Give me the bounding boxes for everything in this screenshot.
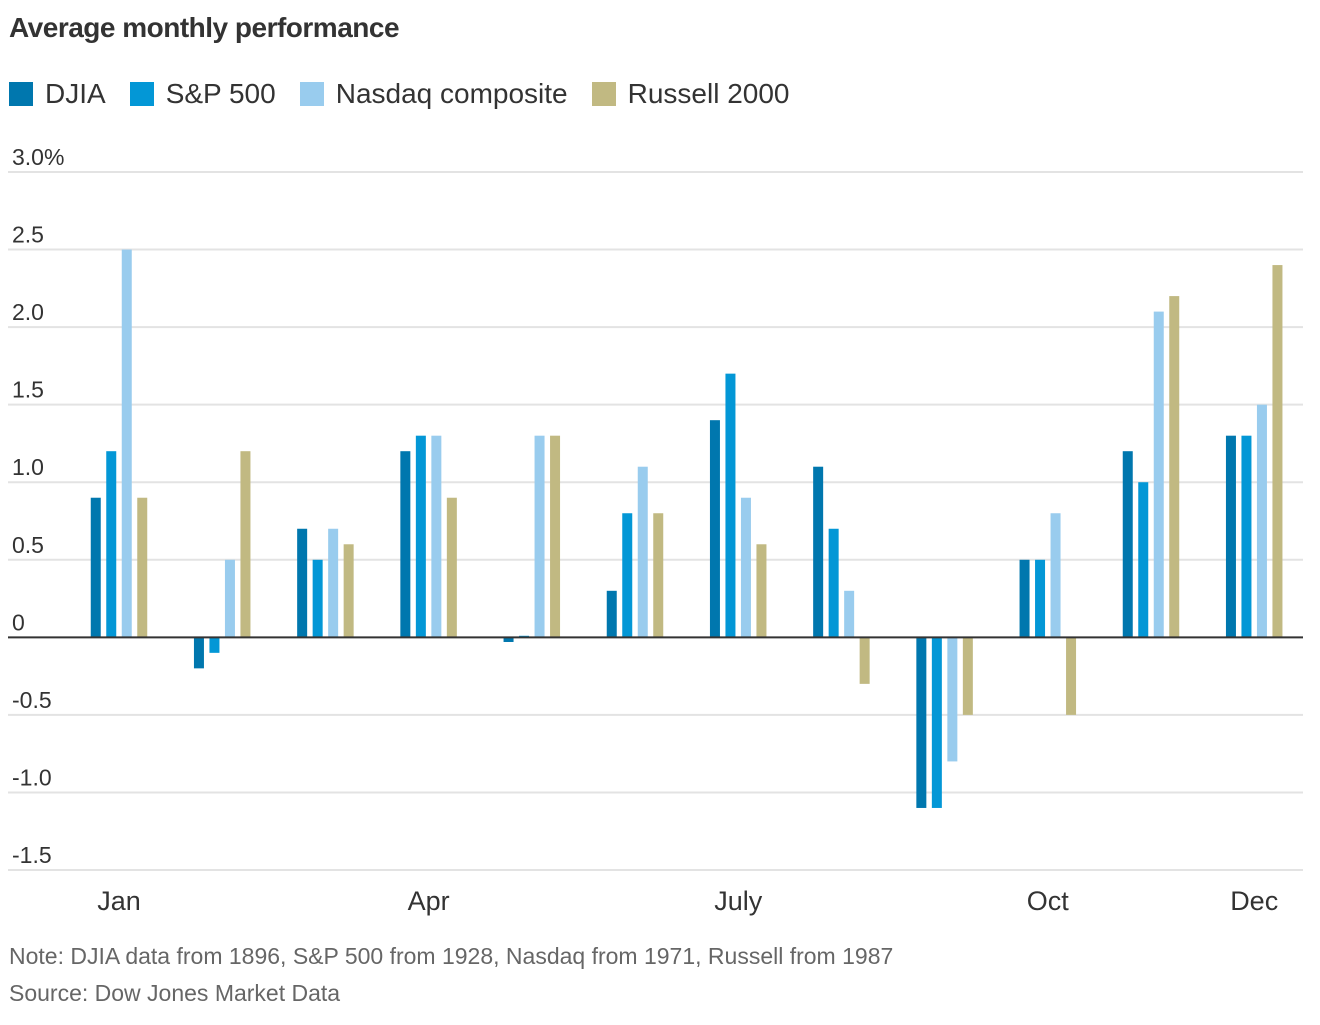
chart-note: Note: DJIA data from 1896, S&P 500 from … bbox=[9, 943, 894, 969]
bar-nasdaq-composite-apr bbox=[431, 435, 442, 638]
bar-russell-2000-aug bbox=[859, 637, 870, 684]
bar-russell-2000-dec bbox=[1272, 265, 1283, 638]
y-tick-label: 2.5 bbox=[12, 222, 44, 248]
y-tick-label: 1.0 bbox=[12, 454, 44, 480]
bar-djia-may bbox=[503, 637, 514, 642]
bar-djia-sep bbox=[916, 637, 927, 808]
bar-djia-oct bbox=[1019, 559, 1030, 638]
bar-nasdaq-composite-aug bbox=[844, 590, 855, 638]
y-tick-label: 3.0% bbox=[12, 144, 64, 170]
y-axis-labels: 3.0% 2.5 2.0 1.5 1.0 0.5 0 -0.5 -1.0 -1.5 bbox=[12, 144, 64, 868]
y-tick-label: 0.5 bbox=[12, 532, 44, 558]
legend-item-nasdaq: Nasdaq composite bbox=[299, 78, 568, 110]
bar-s-p-500-jun bbox=[622, 513, 633, 638]
bar-s-p-500-jan bbox=[106, 451, 117, 638]
bar-nasdaq-composite-nov bbox=[1153, 311, 1164, 638]
bar-russell-2000-jun bbox=[653, 513, 664, 638]
legend-swatch-sp500 bbox=[129, 82, 154, 106]
bar-s-p-500-sep bbox=[931, 637, 942, 808]
bar-russell-2000-oct bbox=[1066, 637, 1077, 715]
bar-nasdaq-composite-may bbox=[534, 435, 545, 638]
y-tick-label: -1.5 bbox=[12, 842, 52, 868]
bar-nasdaq-composite-jan bbox=[121, 249, 132, 638]
bar-djia-nov bbox=[1122, 451, 1133, 638]
bar-djia-feb bbox=[193, 637, 204, 669]
y-tick-label: -0.5 bbox=[12, 687, 52, 713]
y-tick-label: 0 bbox=[12, 609, 25, 635]
legend-label-djia: DJIA bbox=[45, 78, 106, 109]
bar-russell-2000-may bbox=[550, 435, 561, 638]
x-axis-labels: Jan Apr July Oct Dec bbox=[97, 886, 1278, 916]
y-tick-label: 1.5 bbox=[12, 377, 44, 403]
legend-label-nasdaq: Nasdaq composite bbox=[335, 78, 568, 109]
bar-nasdaq-composite-feb bbox=[224, 559, 235, 638]
bar-djia-apr bbox=[400, 451, 411, 638]
bar-s-p-500-apr bbox=[415, 435, 426, 638]
legend-swatch-djia bbox=[9, 82, 33, 106]
legend-label-russell: Russell 2000 bbox=[627, 78, 790, 109]
bar-nasdaq-composite-mar bbox=[328, 528, 339, 638]
bar-s-p-500-mar bbox=[312, 559, 323, 638]
bar-russell-2000-feb bbox=[240, 451, 251, 638]
bar-nasdaq-composite-jun bbox=[637, 466, 648, 638]
bar-nasdaq-composite-oct bbox=[1050, 513, 1061, 638]
bar-s-p-500-feb bbox=[209, 637, 220, 653]
chart-source: Source: Dow Jones Market Data bbox=[9, 980, 341, 1006]
legend-item-sp500: S&P 500 bbox=[129, 78, 276, 110]
bar-djia-jun bbox=[606, 590, 617, 638]
bar-djia-mar bbox=[297, 528, 308, 638]
bar-russell-2000-mar bbox=[343, 544, 354, 638]
bar-russell-2000-sep bbox=[962, 637, 973, 715]
bar-djia-dec bbox=[1225, 435, 1236, 638]
bar-russell-2000-jul bbox=[756, 544, 767, 638]
bar-russell-2000-nov bbox=[1169, 296, 1180, 638]
bars bbox=[90, 249, 1283, 808]
x-tick-label: Oct bbox=[1027, 886, 1070, 916]
bar-nasdaq-composite-sep bbox=[947, 637, 958, 762]
chart-title: Average monthly performance bbox=[9, 12, 400, 43]
x-tick-label: Dec bbox=[1230, 886, 1278, 916]
legend-item-russell: Russell 2000 bbox=[591, 78, 790, 110]
y-tick-label: -1.0 bbox=[12, 764, 52, 790]
x-tick-label: Jan bbox=[97, 886, 141, 916]
bar-s-p-500-nov bbox=[1138, 482, 1149, 638]
bar-nasdaq-composite-dec bbox=[1256, 404, 1267, 638]
bar-s-p-500-aug bbox=[828, 528, 839, 638]
x-tick-label: Apr bbox=[408, 886, 450, 916]
x-tick-label: July bbox=[714, 886, 763, 916]
bar-s-p-500-jul bbox=[725, 373, 736, 638]
bar-djia-jan bbox=[90, 497, 101, 638]
legend-item-djia: DJIA bbox=[9, 78, 106, 110]
bar-russell-2000-jan bbox=[137, 497, 148, 638]
bar-nasdaq-composite-jul bbox=[740, 497, 751, 638]
legend-swatch-russell bbox=[591, 82, 616, 106]
bar-djia-jul bbox=[709, 420, 720, 638]
bar-s-p-500-dec bbox=[1241, 435, 1252, 638]
legend-swatch-nasdaq bbox=[299, 82, 324, 106]
bar-djia-aug bbox=[813, 466, 824, 638]
bar-russell-2000-apr bbox=[446, 497, 457, 638]
bar-s-p-500-oct bbox=[1035, 559, 1046, 638]
y-tick-label: 2.0 bbox=[12, 299, 44, 325]
legend-label-sp500: S&P 500 bbox=[165, 78, 276, 109]
chart-legend: DJIA S&P 500 Nasdaq composite Russell 20… bbox=[9, 78, 814, 110]
